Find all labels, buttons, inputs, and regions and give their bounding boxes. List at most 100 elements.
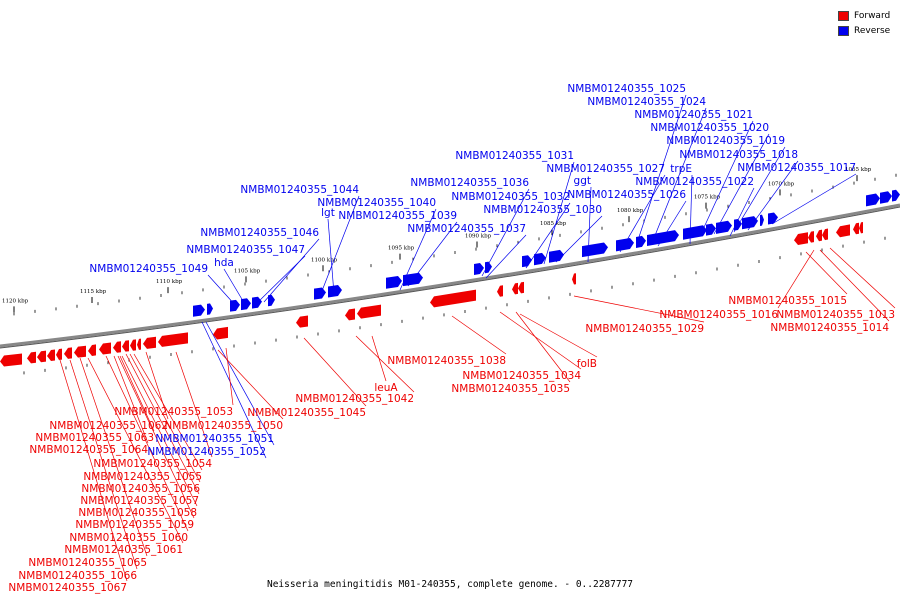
genome-backbone-shadow <box>0 206 900 349</box>
forward-gene-label: NMBM01240355_1056 <box>81 483 200 495</box>
leader-line <box>303 337 367 407</box>
leader-line <box>829 247 896 309</box>
kbp-label: 1090 kbp <box>465 233 492 239</box>
forward-gene-label: NMBM01240355_1066 <box>18 570 137 582</box>
leader-line <box>525 202 571 269</box>
forward-gene-label: NMBM01240355_1063 <box>35 432 154 444</box>
forward-gene-arrow <box>37 350 46 363</box>
forward-gene-label: NMBM01240355_1034 <box>462 370 581 382</box>
forward-gene-arrow <box>143 336 156 349</box>
forward-gene-label: NMBM01240355_1035 <box>451 383 570 395</box>
genome-caption: Neisseria meningitidis M01-240355, compl… <box>266 579 634 590</box>
leader-line <box>819 249 890 322</box>
forward-gene-arrow <box>137 338 141 350</box>
forward-gene-label: NMBM01240355_1015 <box>728 295 847 307</box>
forward-gene-label: NMBM01240355_1013 <box>776 309 895 321</box>
leader-line <box>543 161 575 265</box>
forward-gene-arrow <box>853 222 859 235</box>
kbp-label: 1080 kbp <box>617 208 644 214</box>
forward-gene-arrow <box>0 353 22 367</box>
reverse-gene-label: NMBM01240355_1047 <box>186 244 305 256</box>
leader-line <box>255 255 306 305</box>
reverse-gene-label: NMBM01240355_1051 <box>155 433 274 445</box>
reverse-gene-arrow <box>716 220 732 234</box>
leader-line <box>771 173 857 225</box>
reverse-gene-label: trpE <box>670 163 692 175</box>
forward-gene-label: NMBM01240355_1029 <box>585 323 704 335</box>
leader-line <box>119 355 155 432</box>
reverse-gene-arrow <box>616 237 634 252</box>
reverse-gene-label: NMBM01240355_1020 <box>650 122 769 134</box>
reverse-gene-label: NMBM01240355_1024 <box>587 96 706 108</box>
forward-gene-arrow <box>130 339 136 351</box>
legend-forward: Forward <box>838 9 890 22</box>
leader-line <box>87 357 184 544</box>
forward-gene-label: NMBM01240355_1050 <box>164 420 283 432</box>
reverse-gene-label: NMBM01240355_1022 <box>635 176 754 188</box>
reverse-gene-label: NMBM01240355_1044 <box>240 184 359 196</box>
forward-gene-arrow <box>27 351 36 364</box>
reverse-gene-arrow <box>328 285 342 298</box>
forward-gene-label: NMBM01240355_1061 <box>64 544 183 556</box>
reverse-gene-label: NMBM01240355_1027 <box>546 163 665 175</box>
forward-gene-label: NMBM01240355_1053 <box>114 406 233 418</box>
forward-gene-label: NMBM01240355_1045 <box>247 407 366 419</box>
leader-line <box>805 251 848 295</box>
reverse-gene-label: NMBM01240355_1026 <box>567 189 686 201</box>
leader-line <box>699 120 754 237</box>
leader-line <box>451 315 507 355</box>
forward-gene-arrow <box>822 228 828 241</box>
leader-line <box>105 355 189 532</box>
kbp-label: 1085 kbp <box>540 221 567 227</box>
kbp-label: 1075 kbp <box>694 195 721 201</box>
forward-gene-arrow <box>808 231 814 243</box>
reverse-swatch <box>838 25 849 36</box>
reverse-gene-arrow <box>485 261 492 274</box>
leader-line <box>59 359 128 582</box>
reverse-gene-arrow <box>207 303 213 315</box>
leader-line <box>145 351 169 420</box>
forward-gene-label: NMBM01240355_1059 <box>75 519 194 531</box>
leader-line <box>129 353 201 483</box>
leader-line <box>499 311 582 370</box>
kbp-label: 1065 kbp <box>845 167 872 173</box>
legend-forward-label: Forward <box>854 10 891 21</box>
reverse-gene-arrow <box>734 218 742 231</box>
genome-backbone <box>0 203 900 348</box>
kbp-label: 1110 kbp <box>156 279 183 285</box>
leader-line <box>733 146 786 233</box>
leader-line <box>225 347 234 406</box>
kbp-label: 1115 kbp <box>80 289 107 295</box>
leader-line <box>485 234 527 279</box>
reverse-gene-label: NMBM01240355_1052 <box>147 446 266 458</box>
reverse-gene-arrow <box>582 242 608 258</box>
reverse-gene-label: NMBM01240355_1039 <box>338 210 457 222</box>
leader-line <box>205 321 275 446</box>
reverse-gene-label: NMBM01240355_1046 <box>200 227 319 239</box>
forward-gene-arrow <box>113 341 121 353</box>
leader-line <box>117 355 195 519</box>
reverse-gene-label: NMBM01240355_1049 <box>89 263 208 275</box>
forward-gene-arrow <box>213 326 228 340</box>
forward-gene-label: leuA <box>374 382 398 394</box>
forward-gene-label: NMBM01240355_1014 <box>770 322 889 334</box>
forward-gene-label: NMBM01240355_1055 <box>83 471 202 483</box>
forward-gene-arrow <box>572 273 576 285</box>
kbp-label: 1120 kbp <box>2 298 29 304</box>
leader-line <box>327 218 335 295</box>
kbp-label: 1105 kbp <box>234 268 261 274</box>
reverse-gene-arrow <box>549 249 564 263</box>
forward-gene-label: NMBM01240355_1062 <box>49 420 168 432</box>
leader-line <box>217 349 284 420</box>
forward-gene-arrow <box>47 349 55 361</box>
forward-gene-arrow <box>794 232 808 246</box>
leader-line <box>653 107 707 239</box>
leader-line <box>515 311 571 383</box>
forward-gene-label: NMBM01240355_1065 <box>28 557 147 569</box>
leader-line <box>573 295 705 323</box>
forward-gene-arrow <box>345 308 355 321</box>
reverse-gene-arrow <box>386 275 402 289</box>
reverse-gene-arrow <box>760 214 764 226</box>
reverse-gene-arrow <box>742 216 758 230</box>
forward-gene-arrow <box>88 344 96 356</box>
